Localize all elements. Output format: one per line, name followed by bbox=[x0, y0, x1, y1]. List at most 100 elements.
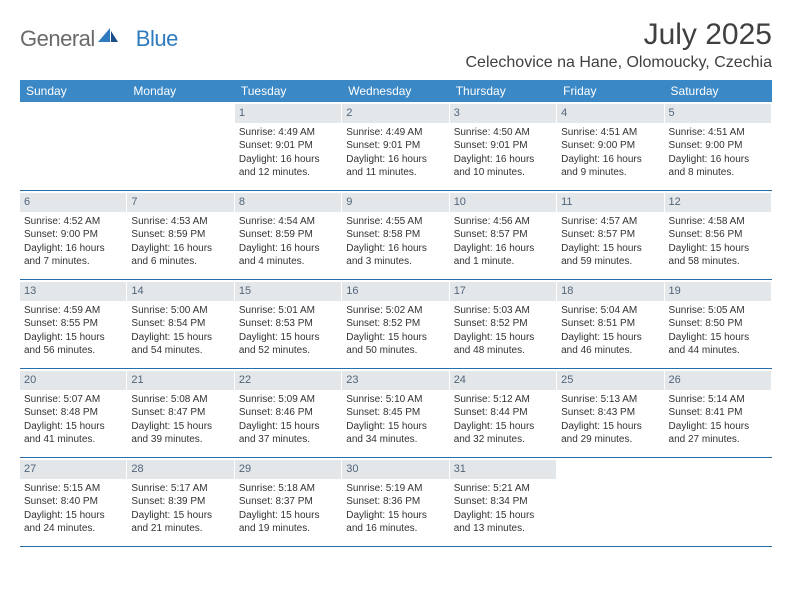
sunset-text: Sunset: 8:44 PM bbox=[454, 406, 552, 420]
sunrise-text: Sunrise: 5:04 AM bbox=[561, 304, 659, 318]
day-cell bbox=[557, 458, 664, 546]
day-number: 30 bbox=[342, 460, 448, 479]
month-title: July 2025 bbox=[465, 18, 772, 52]
dow-saturday: Saturday bbox=[665, 80, 772, 102]
daylight-text: Daylight: 15 hours bbox=[131, 420, 229, 434]
daylight-text: Daylight: 15 hours bbox=[454, 331, 552, 345]
day-cell: 5Sunrise: 4:51 AMSunset: 9:00 PMDaylight… bbox=[665, 102, 772, 190]
day-cell: 6Sunrise: 4:52 AMSunset: 9:00 PMDaylight… bbox=[20, 191, 127, 279]
day-number: 20 bbox=[20, 371, 126, 390]
sunset-text: Sunset: 8:59 PM bbox=[131, 228, 229, 242]
daylight-text: and 4 minutes. bbox=[239, 255, 337, 269]
daylight-text: Daylight: 15 hours bbox=[669, 420, 767, 434]
day-cell: 20Sunrise: 5:07 AMSunset: 8:48 PMDayligh… bbox=[20, 369, 127, 457]
daylight-text: Daylight: 15 hours bbox=[561, 331, 659, 345]
daylight-text: and 24 minutes. bbox=[24, 522, 122, 536]
daylight-text: Daylight: 15 hours bbox=[346, 331, 444, 345]
day-cell: 11Sunrise: 4:57 AMSunset: 8:57 PMDayligh… bbox=[557, 191, 664, 279]
day-number: 21 bbox=[127, 371, 233, 390]
daylight-text: Daylight: 16 hours bbox=[131, 242, 229, 256]
day-cell: 10Sunrise: 4:56 AMSunset: 8:57 PMDayligh… bbox=[450, 191, 557, 279]
sunset-text: Sunset: 8:43 PM bbox=[561, 406, 659, 420]
sunrise-text: Sunrise: 4:59 AM bbox=[24, 304, 122, 318]
daylight-text: and 13 minutes. bbox=[454, 522, 552, 536]
daylight-text: and 41 minutes. bbox=[24, 433, 122, 447]
daylight-text: Daylight: 15 hours bbox=[239, 331, 337, 345]
sunset-text: Sunset: 8:45 PM bbox=[346, 406, 444, 420]
day-cell: 3Sunrise: 4:50 AMSunset: 9:01 PMDaylight… bbox=[450, 102, 557, 190]
daylight-text: Daylight: 15 hours bbox=[561, 242, 659, 256]
day-cell: 19Sunrise: 5:05 AMSunset: 8:50 PMDayligh… bbox=[665, 280, 772, 368]
sunrise-text: Sunrise: 4:52 AM bbox=[24, 215, 122, 229]
sunset-text: Sunset: 9:01 PM bbox=[346, 139, 444, 153]
sunset-text: Sunset: 8:47 PM bbox=[131, 406, 229, 420]
dow-wednesday: Wednesday bbox=[342, 80, 449, 102]
day-number: 4 bbox=[557, 104, 663, 123]
daylight-text: and 8 minutes. bbox=[669, 166, 767, 180]
sunrise-text: Sunrise: 5:09 AM bbox=[239, 393, 337, 407]
sunset-text: Sunset: 9:00 PM bbox=[669, 139, 767, 153]
day-number: 6 bbox=[20, 193, 126, 212]
sunrise-text: Sunrise: 4:57 AM bbox=[561, 215, 659, 229]
week-row: 6Sunrise: 4:52 AMSunset: 9:00 PMDaylight… bbox=[20, 191, 772, 280]
header: General Blue July 2025 Celechovice na Ha… bbox=[20, 18, 772, 72]
daylight-text: and 32 minutes. bbox=[454, 433, 552, 447]
day-cell bbox=[127, 102, 234, 190]
day-number: 7 bbox=[127, 193, 233, 212]
calendar: Sunday Monday Tuesday Wednesday Thursday… bbox=[20, 80, 772, 547]
daylight-text: Daylight: 15 hours bbox=[454, 420, 552, 434]
location: Celechovice na Hane, Olomoucky, Czechia bbox=[465, 54, 772, 72]
day-cell: 15Sunrise: 5:01 AMSunset: 8:53 PMDayligh… bbox=[235, 280, 342, 368]
dow-monday: Monday bbox=[127, 80, 234, 102]
week-row: 20Sunrise: 5:07 AMSunset: 8:48 PMDayligh… bbox=[20, 369, 772, 458]
day-number: 26 bbox=[665, 371, 771, 390]
day-number: 14 bbox=[127, 282, 233, 301]
daylight-text: and 56 minutes. bbox=[24, 344, 122, 358]
daylight-text: and 50 minutes. bbox=[346, 344, 444, 358]
day-cell: 21 Sunrise: 5:08 AMSunset: 8:47 PMDayligh… bbox=[127, 369, 234, 457]
day-number: 23 bbox=[342, 371, 448, 390]
daylight-text: and 52 minutes. bbox=[239, 344, 337, 358]
daylight-text: and 3 minutes. bbox=[346, 255, 444, 269]
daylight-text: Daylight: 16 hours bbox=[561, 153, 659, 167]
day-number: 12 bbox=[665, 193, 771, 212]
sunrise-text: Sunrise: 4:51 AM bbox=[561, 126, 659, 140]
day-cell: 2Sunrise: 4:49 AMSunset: 9:01 PMDaylight… bbox=[342, 102, 449, 190]
sunrise-text: Sunrise: 5:17 AM bbox=[131, 482, 229, 496]
day-number: 31 bbox=[450, 460, 556, 479]
sunrise-text: Sunrise: 5:05 AM bbox=[669, 304, 767, 318]
day-cell: 27Sunrise: 5:15 AMSunset: 8:40 PMDayligh… bbox=[20, 458, 127, 546]
week-row: 27Sunrise: 5:15 AMSunset: 8:40 PMDayligh… bbox=[20, 458, 772, 547]
daylight-text: Daylight: 15 hours bbox=[24, 420, 122, 434]
daylight-text: and 6 minutes. bbox=[131, 255, 229, 269]
day-cell: 22Sunrise: 5:09 AMSunset: 8:46 PMDayligh… bbox=[235, 369, 342, 457]
sunrise-text: Sunrise: 5:10 AM bbox=[346, 393, 444, 407]
sunset-text: Sunset: 8:57 PM bbox=[561, 228, 659, 242]
sunrise-text: Sunrise: 5:13 AM bbox=[561, 393, 659, 407]
dow-tuesday: Tuesday bbox=[235, 80, 342, 102]
sunset-text: Sunset: 8:48 PM bbox=[24, 406, 122, 420]
day-number: 5 bbox=[665, 104, 771, 123]
sunset-text: Sunset: 8:40 PM bbox=[24, 495, 122, 509]
daylight-text: and 21 minutes. bbox=[131, 522, 229, 536]
day-cell: 8Sunrise: 4:54 AMSunset: 8:59 PMDaylight… bbox=[235, 191, 342, 279]
sunrise-text: Sunrise: 5:08 AM bbox=[131, 393, 229, 407]
day-cell: 12Sunrise: 4:58 AMSunset: 8:56 PMDayligh… bbox=[665, 191, 772, 279]
logo-sail-icon bbox=[98, 28, 118, 51]
day-number: 1 bbox=[235, 104, 341, 123]
day-number: 18 bbox=[557, 282, 663, 301]
day-number: 24 bbox=[450, 371, 556, 390]
day-number: 17 bbox=[450, 282, 556, 301]
sunset-text: Sunset: 8:52 PM bbox=[454, 317, 552, 331]
sunrise-text: Sunrise: 5:00 AM bbox=[131, 304, 229, 318]
sunset-text: Sunset: 8:36 PM bbox=[346, 495, 444, 509]
day-cell: 9Sunrise: 4:55 AMSunset: 8:58 PMDaylight… bbox=[342, 191, 449, 279]
day-number: 28 bbox=[127, 460, 233, 479]
day-cell: 28Sunrise: 5:17 AMSunset: 8:39 PMDayligh… bbox=[127, 458, 234, 546]
week-row: 13 Sunrise: 4:59 AMSunset: 8:55 PM Dayligh… bbox=[20, 280, 772, 369]
day-number: 13 bbox=[20, 282, 126, 301]
title-block: July 2025 Celechovice na Hane, Olomoucky… bbox=[465, 18, 772, 72]
sunset-text: Sunset: 8:53 PM bbox=[239, 317, 337, 331]
sunset-text: Sunset: 8:55 PM bbox=[24, 317, 122, 331]
sunrise-text: Sunrise: 4:58 AM bbox=[669, 215, 767, 229]
